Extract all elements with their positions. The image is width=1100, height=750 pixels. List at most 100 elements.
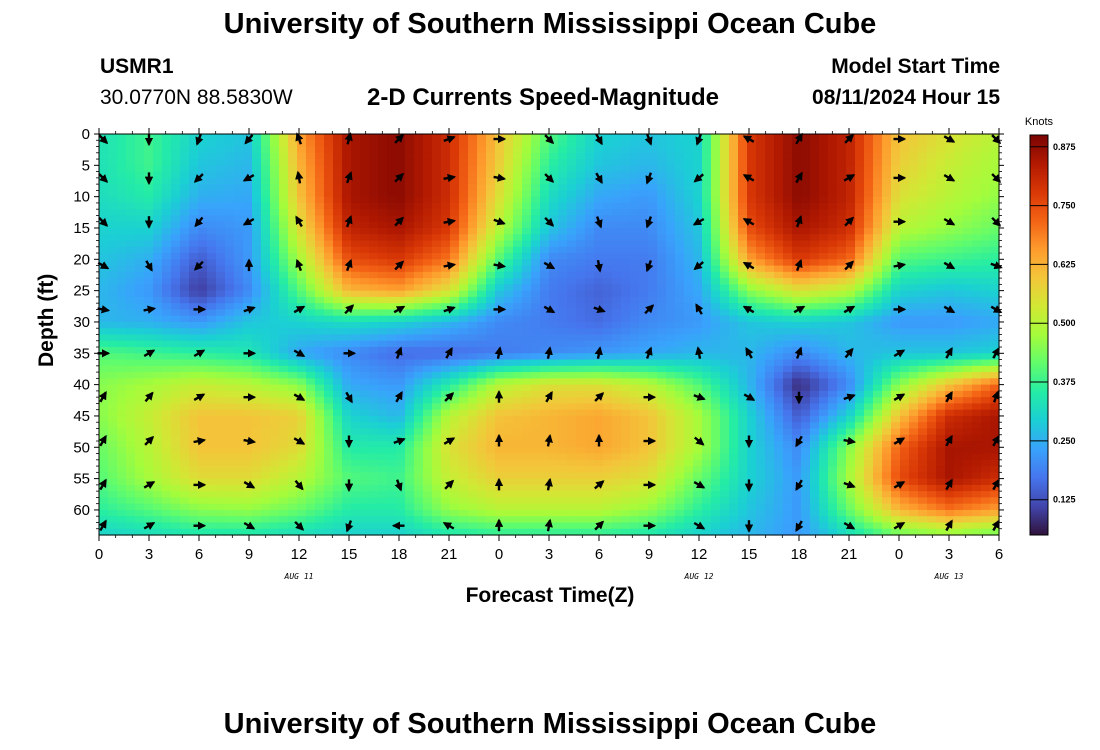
heatmap-cell bbox=[693, 353, 703, 361]
heatmap-cell bbox=[549, 290, 559, 298]
heatmap-cell bbox=[378, 422, 388, 430]
heatmap-cell bbox=[450, 240, 460, 248]
heatmap-cell bbox=[351, 397, 361, 405]
heatmap-cell bbox=[432, 384, 442, 392]
heatmap-cell bbox=[333, 209, 343, 217]
heatmap-cell bbox=[450, 359, 460, 367]
heatmap-cell bbox=[927, 434, 937, 442]
heatmap-cell bbox=[261, 334, 271, 342]
heatmap-cell bbox=[738, 265, 748, 273]
heatmap-cell bbox=[918, 184, 928, 191]
heatmap-cell bbox=[441, 278, 451, 285]
heatmap-cell bbox=[504, 165, 514, 173]
heatmap-cell bbox=[648, 215, 658, 223]
heatmap-cell bbox=[315, 140, 325, 148]
heatmap-cell bbox=[171, 403, 181, 411]
heatmap-cell bbox=[108, 246, 118, 254]
heatmap-cell bbox=[963, 384, 973, 392]
heatmap-cell bbox=[333, 290, 343, 298]
heatmap-cell bbox=[333, 134, 343, 141]
heatmap-cell bbox=[837, 240, 847, 248]
heatmap-cell bbox=[261, 353, 271, 361]
heatmap-cell bbox=[495, 403, 505, 411]
heatmap-cell bbox=[315, 215, 325, 223]
heatmap-cell bbox=[567, 184, 577, 191]
heatmap-cell bbox=[972, 409, 982, 417]
heatmap-cell bbox=[477, 159, 487, 166]
heatmap-cell bbox=[540, 397, 550, 405]
heatmap-cell bbox=[468, 428, 478, 436]
heatmap-cell bbox=[234, 309, 244, 317]
heatmap-cell bbox=[837, 290, 847, 298]
heatmap-cell bbox=[828, 152, 838, 160]
heatmap-cell bbox=[855, 290, 865, 298]
heatmap-cell bbox=[981, 240, 991, 248]
heatmap-cell bbox=[981, 403, 991, 411]
heatmap-cell bbox=[423, 221, 433, 229]
heatmap-cell bbox=[189, 321, 199, 329]
heatmap-cell bbox=[828, 309, 838, 317]
heatmap-cell bbox=[891, 246, 901, 254]
heatmap-cell bbox=[801, 403, 811, 411]
heatmap-cell bbox=[513, 428, 523, 436]
heatmap-cell bbox=[900, 234, 910, 242]
heatmap-cell bbox=[918, 403, 928, 411]
heatmap-cell bbox=[216, 253, 226, 260]
heatmap-cell bbox=[279, 403, 289, 411]
heatmap-cell bbox=[459, 184, 469, 191]
heatmap-cell bbox=[603, 196, 613, 204]
heatmap-cell bbox=[783, 152, 793, 160]
heatmap-cell bbox=[648, 278, 658, 285]
heatmap-cell bbox=[630, 365, 640, 373]
heatmap-cell bbox=[963, 190, 973, 198]
heatmap-cell bbox=[279, 353, 289, 361]
heatmap-cell bbox=[549, 353, 559, 361]
heatmap-cell bbox=[153, 409, 163, 417]
heatmap-cell bbox=[981, 372, 991, 379]
heatmap-cell bbox=[585, 284, 595, 292]
heatmap-cell bbox=[153, 209, 163, 217]
heatmap-cell bbox=[261, 177, 271, 185]
heatmap-cell bbox=[342, 271, 352, 279]
heatmap-cell bbox=[540, 403, 550, 411]
heatmap-cell bbox=[810, 365, 820, 373]
heatmap-cell bbox=[585, 196, 595, 204]
heatmap-cell bbox=[594, 321, 604, 329]
heatmap-cell bbox=[342, 159, 352, 166]
heatmap-cell bbox=[252, 253, 262, 260]
heatmap-cell bbox=[711, 415, 721, 423]
heatmap-cell bbox=[576, 409, 586, 417]
heatmap-cell bbox=[783, 209, 793, 217]
heatmap-cell bbox=[567, 403, 577, 411]
heatmap-cell bbox=[369, 209, 379, 217]
heatmap-cell bbox=[630, 321, 640, 329]
heatmap-cell bbox=[117, 278, 127, 285]
heatmap-cell bbox=[495, 165, 505, 173]
heatmap-cell bbox=[657, 234, 667, 242]
heatmap-cell bbox=[126, 146, 136, 154]
heatmap-cell bbox=[441, 328, 451, 336]
heatmap-cell bbox=[468, 284, 478, 292]
heatmap-cell bbox=[126, 303, 136, 311]
heatmap-cell bbox=[495, 328, 505, 336]
heatmap-cell bbox=[855, 234, 865, 242]
heatmap-cell bbox=[639, 196, 649, 204]
heatmap-cell bbox=[540, 321, 550, 329]
heatmap-cell bbox=[279, 296, 289, 304]
heatmap-cell bbox=[486, 165, 496, 173]
heatmap-cell bbox=[846, 415, 856, 423]
heatmap-cell bbox=[720, 384, 730, 392]
heatmap-cell bbox=[99, 271, 109, 279]
heatmap-cell bbox=[288, 409, 298, 417]
heatmap-cell bbox=[270, 165, 280, 173]
heatmap-cell bbox=[873, 259, 883, 267]
heatmap-cell bbox=[189, 134, 199, 141]
heatmap-cell bbox=[558, 390, 568, 398]
heatmap-cell bbox=[126, 422, 136, 430]
heatmap-cell bbox=[504, 365, 514, 373]
heatmap-cell bbox=[612, 234, 622, 242]
heatmap-cell bbox=[747, 359, 757, 367]
heatmap-cell bbox=[990, 428, 1000, 436]
heatmap-cell bbox=[558, 353, 568, 361]
heatmap-cell bbox=[648, 340, 658, 348]
